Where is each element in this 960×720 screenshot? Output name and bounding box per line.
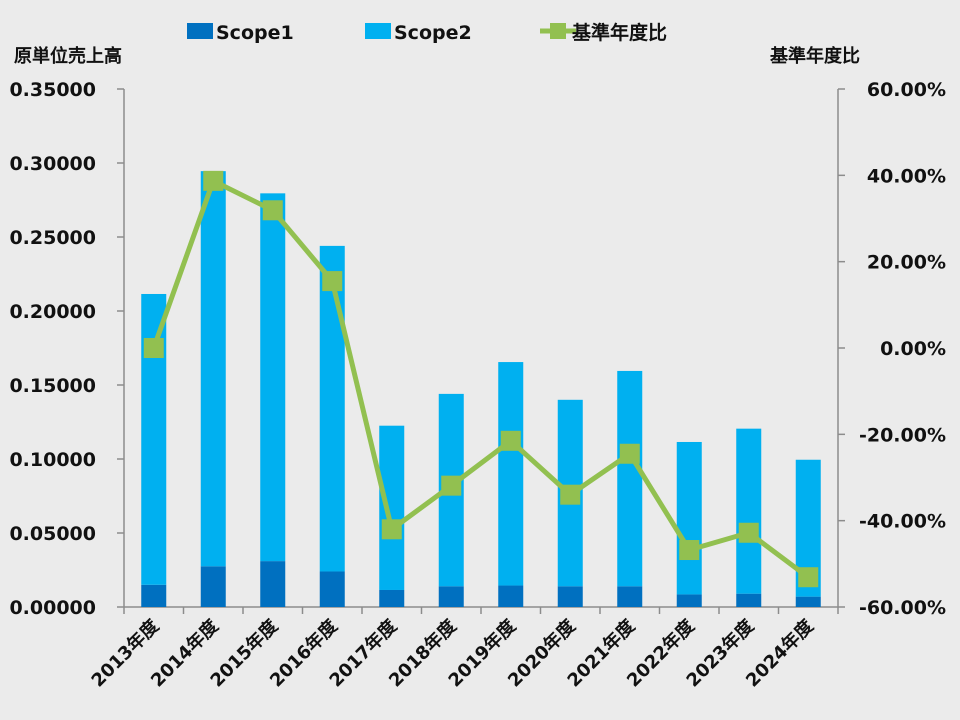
right-tick-label: -40.00% [859, 511, 946, 533]
bar-scope1 [200, 566, 226, 607]
legend-swatch-scope1 [187, 23, 213, 39]
legend-marker-base-year-ratio [550, 23, 566, 39]
bar-scope1 [498, 585, 524, 607]
bar-scope2 [736, 428, 762, 594]
left-tick-label: 0.05000 [9, 523, 96, 545]
right-axis-title: 基準年度比 [769, 45, 860, 67]
bar-scope2 [141, 293, 167, 585]
right-tick-label: -20.00% [859, 424, 946, 446]
line-marker [679, 540, 700, 561]
bar-scope2 [200, 171, 226, 567]
left-tick-label: 0.20000 [9, 301, 96, 323]
line-marker [203, 170, 224, 191]
left-tick-label: 0.35000 [9, 79, 96, 101]
line-marker [262, 200, 283, 221]
line-marker [143, 338, 164, 358]
bar-scope2 [617, 370, 643, 587]
line-marker [441, 475, 462, 496]
bar-scope1 [438, 586, 464, 607]
bar-scope1 [260, 561, 286, 607]
line-marker [381, 519, 402, 540]
left-tick-label: 0.25000 [9, 227, 96, 249]
legend-label-scope2: Scope2 [394, 22, 472, 44]
bar-scope1 [736, 593, 762, 607]
legend-label-base-year-ratio: 基準年度比 [571, 21, 667, 44]
line-marker [560, 484, 581, 505]
bar-scope1 [319, 571, 345, 607]
bar-scope2 [676, 441, 702, 595]
bar-scope1 [795, 596, 821, 607]
right-tick-label: 40.00% [867, 165, 946, 187]
line-base-year-ratio [151, 178, 810, 580]
left-tick-label: 0.15000 [9, 375, 96, 397]
legend-label-scope1: Scope1 [216, 22, 294, 44]
line-marker [738, 522, 759, 543]
legend-swatch-scope2 [365, 23, 391, 39]
bar-scope1 [676, 594, 702, 607]
line-marker [500, 430, 521, 451]
bar-scope1 [617, 586, 643, 607]
bar-scope2 [498, 362, 524, 586]
left-tick-label: 0.00000 [9, 597, 96, 619]
bar-scope1 [379, 589, 405, 607]
left-axis-title: 原単位売上高 [14, 45, 122, 67]
line-marker [322, 271, 343, 292]
bar-scope2 [260, 193, 286, 562]
right-tick-label: 0.00% [880, 338, 946, 360]
right-tick-label: 20.00% [867, 252, 946, 274]
bar-scope2 [379, 425, 405, 590]
left-tick-label: 0.10000 [9, 449, 96, 471]
right-tick-label: -60.00% [859, 597, 946, 619]
line-marker [798, 567, 819, 588]
line-marker [619, 443, 640, 464]
bar-scope1 [557, 586, 583, 607]
bar-scope2 [319, 245, 345, 572]
left-tick-label: 0.30000 [9, 153, 96, 175]
bar-scope1 [141, 584, 167, 607]
right-tick-label: 60.00% [867, 79, 946, 101]
